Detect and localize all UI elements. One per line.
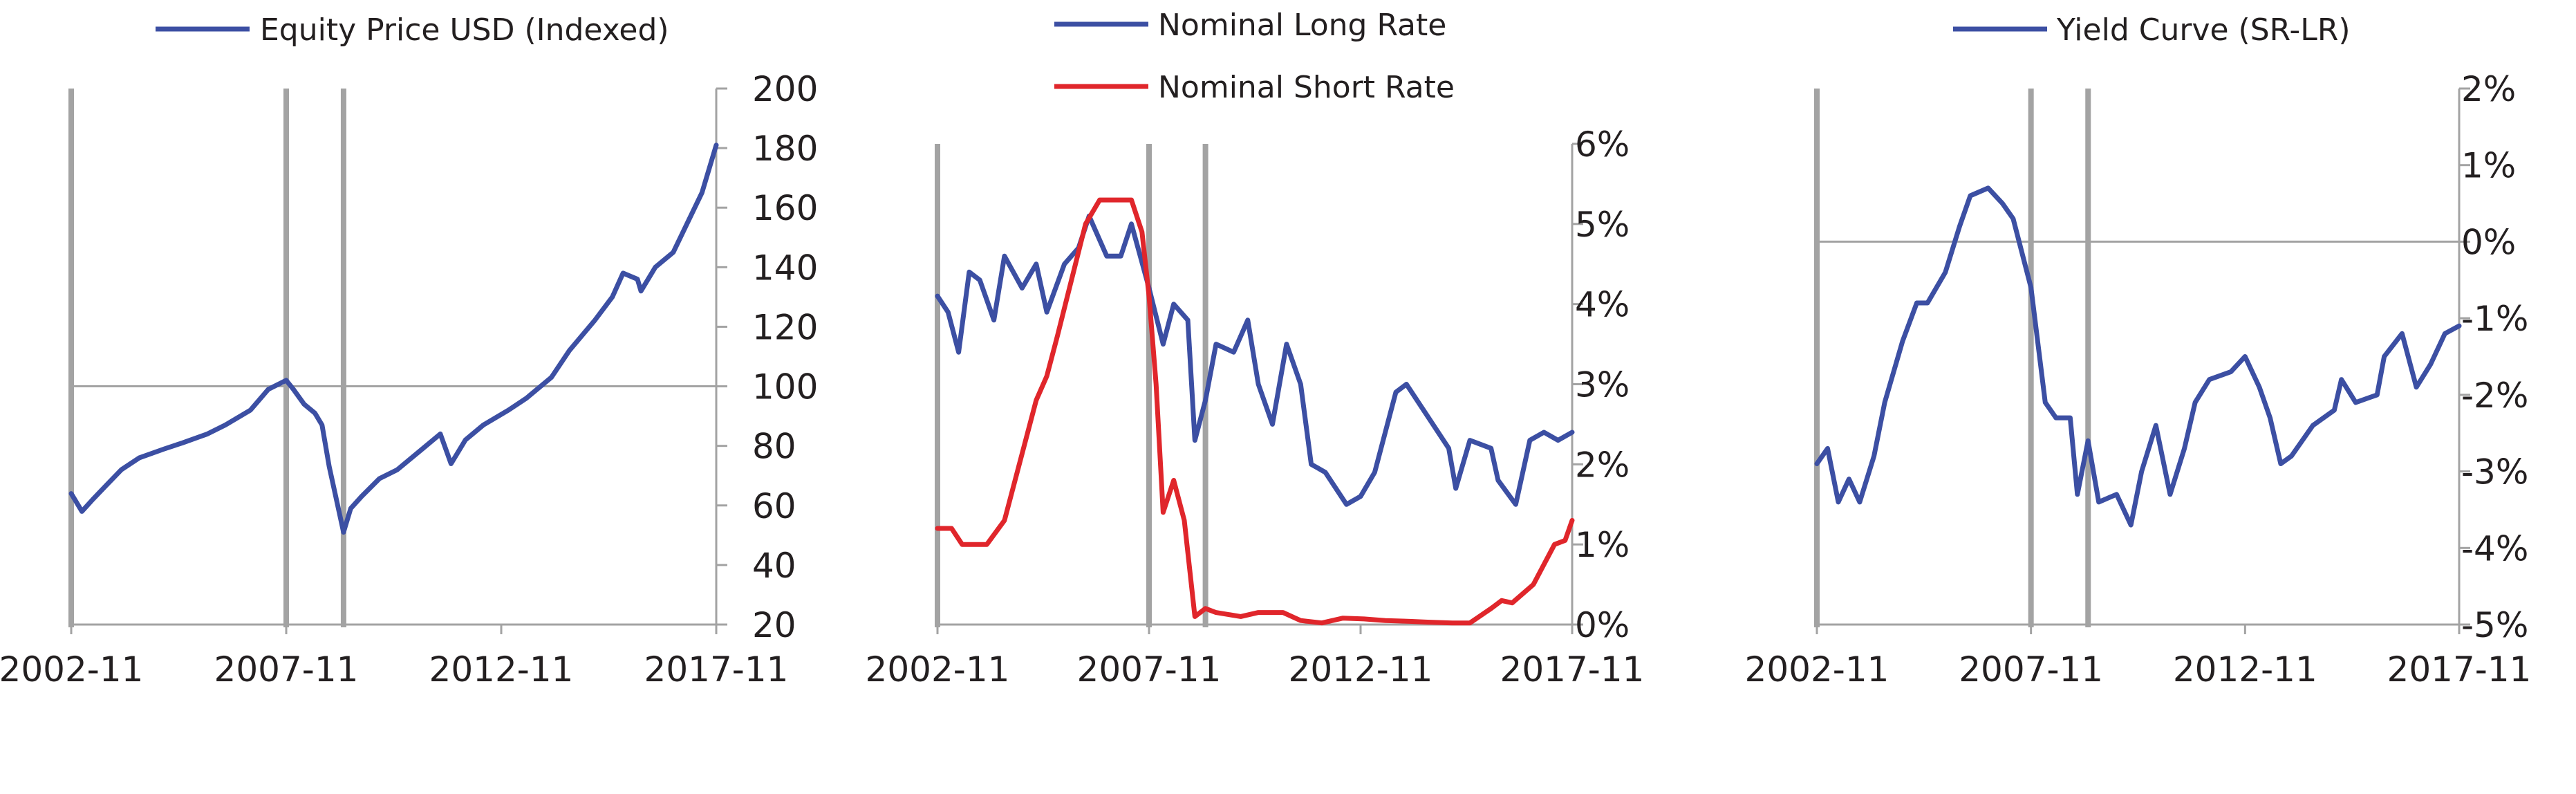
series-line bbox=[935, 197, 1575, 626]
x-tick-label: 2012-11 bbox=[1289, 649, 1433, 690]
x-tick-label: 2007-11 bbox=[1077, 649, 1222, 690]
y-tick-label: 1% bbox=[1575, 525, 1630, 565]
y-tick-label: -4% bbox=[2461, 528, 2528, 569]
y-tick-label: 0% bbox=[2461, 222, 2516, 262]
legend-label: Nominal Long Rate bbox=[1158, 8, 1446, 43]
legend-label: Equity Price USD (Indexed) bbox=[260, 12, 669, 48]
series-line bbox=[68, 142, 719, 535]
y-tick-label: -2% bbox=[2461, 376, 2528, 416]
y-tick-label: -3% bbox=[2461, 452, 2528, 492]
y-tick-label: 160 bbox=[752, 188, 818, 228]
y-tick-label: 60 bbox=[752, 486, 796, 526]
y-tick-label: 2% bbox=[2461, 69, 2516, 109]
x-tick-label: 2007-11 bbox=[214, 649, 359, 690]
y-tick-label: 3% bbox=[1575, 365, 1630, 405]
chart-panel-2: Nominal Long Rate Nominal Short Rate 2002-… bbox=[866, 8, 1645, 690]
y-tick-label: 20 bbox=[752, 605, 796, 645]
x-tick-label: 2002-11 bbox=[0, 649, 143, 690]
y-tick-label: 180 bbox=[752, 129, 818, 169]
y-tick-label: 0% bbox=[1575, 605, 1630, 645]
x-tick-label: 2017-11 bbox=[644, 649, 789, 690]
y-tick-label: 2% bbox=[1575, 445, 1630, 485]
y-tick-label: 100 bbox=[752, 367, 818, 407]
y-tick-label: 40 bbox=[752, 546, 796, 586]
legend-label: Yield Curve (SR-LR) bbox=[2056, 12, 2351, 48]
x-tick-label: 2012-11 bbox=[2173, 649, 2317, 690]
y-tick-label: 120 bbox=[752, 307, 818, 347]
series-line bbox=[935, 213, 1575, 507]
y-tick-label: 200 bbox=[752, 69, 818, 109]
x-tick-label: 2007-11 bbox=[1959, 649, 2103, 690]
chart-panel-1: Equity Price USD (Indexed) 2002-11 2007-11… bbox=[0, 12, 818, 690]
x-tick-label: 2002-11 bbox=[866, 649, 1010, 690]
y-tick-label: 140 bbox=[752, 248, 818, 288]
x-tick-label: 2012-11 bbox=[429, 649, 574, 690]
chart-panel-3: Yield Curve (SR-LR) 2002-11 2007-11 2012-11… bbox=[1745, 12, 2532, 690]
y-tick-label: -5% bbox=[2461, 605, 2528, 645]
series-line bbox=[1814, 185, 2462, 528]
x-tick-label: 2017-11 bbox=[1500, 649, 1645, 690]
x-tick-label: 2017-11 bbox=[2387, 649, 2532, 690]
y-tick-label: 1% bbox=[2461, 146, 2516, 186]
y-tick-label: 5% bbox=[1575, 205, 1630, 245]
y-tick-label: 6% bbox=[1575, 124, 1630, 165]
y-tick-label: -1% bbox=[2461, 299, 2528, 339]
x-tick-label: 2002-11 bbox=[1745, 649, 1889, 690]
y-tick-label: 80 bbox=[752, 427, 796, 467]
y-tick-label: 4% bbox=[1575, 285, 1630, 325]
legend-label: Nominal Short Rate bbox=[1158, 70, 1455, 105]
